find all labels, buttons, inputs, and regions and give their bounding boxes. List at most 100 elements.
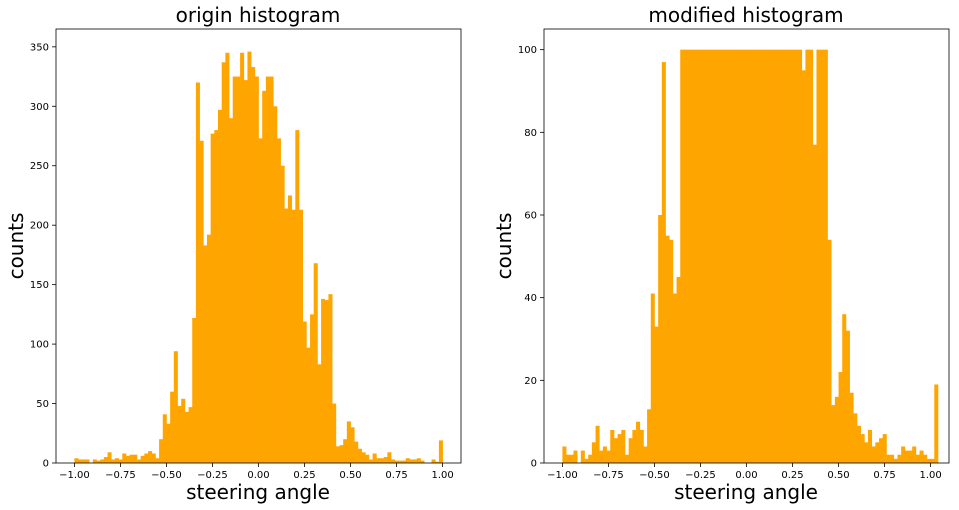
histogram-bar <box>757 49 762 464</box>
histogram-bar <box>621 429 626 463</box>
histogram-bar <box>779 49 784 464</box>
histogram-bar <box>166 423 171 463</box>
y-tick-label: 80 <box>524 128 537 139</box>
histogram-bar <box>562 446 567 463</box>
histogram-bar <box>107 452 112 463</box>
histogram-bar <box>122 453 127 463</box>
histogram-bar <box>831 405 836 463</box>
histogram-bar <box>151 453 156 463</box>
histogram-bar <box>750 49 755 464</box>
histogram-bar <box>908 450 913 463</box>
x-tick-label: 0.00 <box>735 470 757 481</box>
x-tick-label: −0.75 <box>593 470 624 481</box>
histogram-bar <box>717 49 722 464</box>
histogram-bar <box>742 49 747 464</box>
histogram-bar <box>709 49 714 464</box>
histogram-bar <box>845 330 850 463</box>
histogram-bar <box>838 372 843 463</box>
histogram-bar <box>676 277 681 463</box>
histogram-bar <box>573 450 578 463</box>
y-tick-label: 100 <box>30 340 49 351</box>
histogram-bar <box>184 411 189 463</box>
histogram-bar <box>240 52 245 463</box>
histogram-bar <box>650 293 655 463</box>
histogram-bar <box>387 452 392 463</box>
histogram-bar <box>133 454 138 463</box>
histogram-bar <box>118 459 123 463</box>
histogram-bar <box>691 49 696 464</box>
histogram-bar <box>809 49 814 464</box>
histogram-bar <box>632 429 637 463</box>
histogram-bar <box>886 454 891 463</box>
x-tick-label: −0.25 <box>197 470 228 481</box>
x-tick-label: −0.50 <box>639 470 670 481</box>
y-tick-label: 0 <box>531 459 537 470</box>
y-tick-label: 350 <box>30 42 49 53</box>
histogram-bar <box>214 130 219 463</box>
x-ticks-modified: −1.00 −0.75 −0.50 −0.25 0.00 0.25 0.50 0.75 1.00 <box>547 463 942 481</box>
y-tick-label: 300 <box>30 102 49 113</box>
y-tick-label: 50 <box>36 399 49 410</box>
histogram-bar <box>111 459 116 463</box>
histogram-bar <box>654 326 659 463</box>
histogram-bar <box>761 49 766 464</box>
histogram-bar <box>864 442 869 463</box>
x-tick-label: 1.00 <box>919 470 941 481</box>
x-ticks-origin: −1.00 −0.75 −0.50 −0.25 0.00 0.25 0.50 0.75 1.00 <box>59 463 454 481</box>
histogram-bar <box>665 235 670 463</box>
histogram-bar <box>919 450 924 463</box>
histogram-bar <box>694 49 699 464</box>
histogram-bar <box>391 459 396 463</box>
histogram-bar <box>739 49 744 464</box>
y-tick-label: 20 <box>524 376 537 387</box>
y-tick-label: 0 <box>43 459 49 470</box>
histogram-bar <box>794 49 799 464</box>
histogram-bar <box>706 49 711 464</box>
histogram-bar <box>324 300 329 463</box>
histogram-bar <box>173 351 178 463</box>
histogram-bar <box>879 438 884 463</box>
histogram-bar <box>438 440 443 463</box>
histogram-bar <box>683 49 688 464</box>
histogram-bar <box>140 455 145 463</box>
x-tick-label: 1.00 <box>431 470 453 481</box>
histogram-bar <box>713 49 718 464</box>
histogram-bar <box>647 409 652 463</box>
histogram-bar <box>610 429 615 463</box>
histogram-bar <box>346 421 351 463</box>
histogram-bar <box>416 458 421 463</box>
histogram-bar <box>247 51 252 464</box>
histogram-bar <box>772 49 777 464</box>
bars-modified <box>562 49 939 464</box>
histogram-bar <box>639 429 644 463</box>
histogram-bar <box>405 458 410 463</box>
histogram-bar <box>402 460 407 463</box>
chart-origin-histogram: origin histogram −1.00 −0.75 −0.50 −0.25 0.0… <box>4 3 462 504</box>
x-tick-label: 0.50 <box>339 470 361 481</box>
histogram-bar <box>798 49 803 464</box>
histogram-bar <box>728 49 733 464</box>
histogram-bar <box>100 459 105 463</box>
histogram-bar <box>746 49 751 464</box>
y-tick-label: 150 <box>30 280 49 291</box>
histogram-bar <box>901 446 906 463</box>
histogram-bar <box>661 62 666 463</box>
histogram-bar <box>569 454 574 463</box>
histogram-bar <box>643 446 648 463</box>
histogram-bar <box>602 446 607 463</box>
histogram-bar <box>284 208 289 463</box>
histogram-bar <box>930 458 935 463</box>
x-tick-label: −0.25 <box>685 470 716 481</box>
bars-origin <box>74 51 443 464</box>
histogram-bar <box>599 450 604 463</box>
histogram-bar <box>398 460 403 463</box>
histogram-bar <box>251 67 256 464</box>
histogram-bar <box>871 446 876 463</box>
histogram-bar <box>262 90 267 463</box>
histogram-bar <box>74 458 79 463</box>
histogram-bar <box>177 405 182 463</box>
histogram-bar <box>225 52 230 463</box>
histogram-bar <box>310 314 315 463</box>
histogram-bar <box>636 421 641 463</box>
histogram-bar <box>842 314 847 463</box>
